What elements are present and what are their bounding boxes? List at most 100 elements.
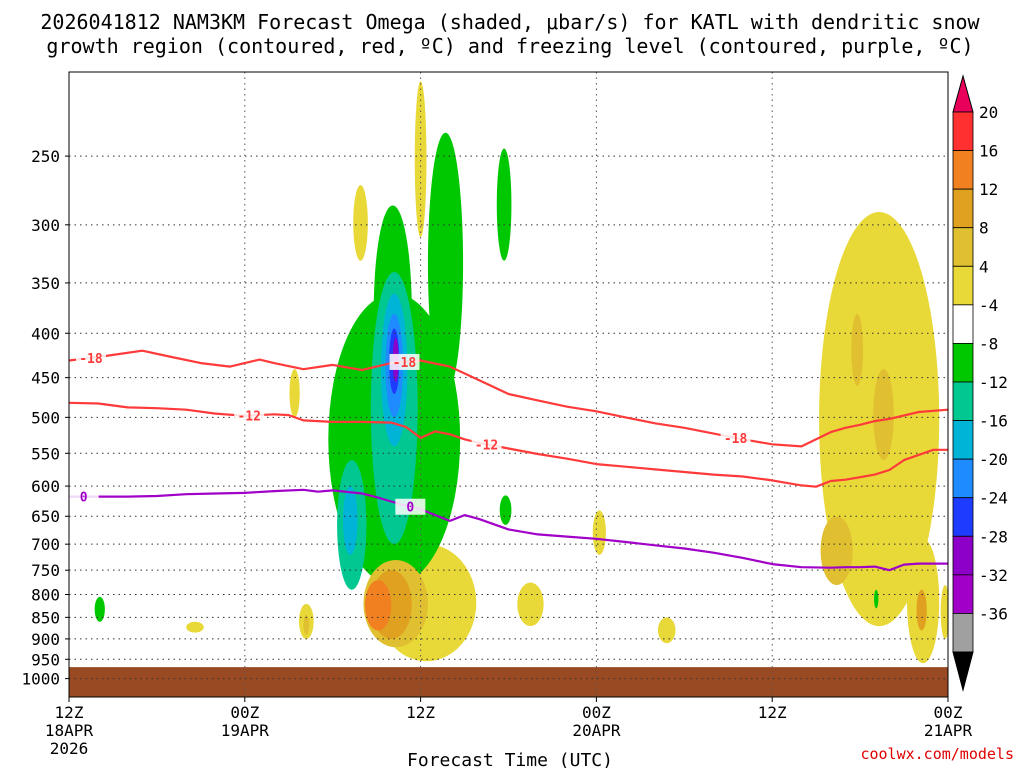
surface-layer: [69, 667, 948, 697]
colorbar-over-arrow: [952, 74, 974, 113]
contour-label-minus-12C-0: -12: [237, 410, 260, 425]
colorbar-label-20: 20: [979, 103, 998, 122]
y-tick-label-300: 300: [31, 216, 60, 235]
omega-area-yellow-day2-a: [517, 582, 544, 627]
colorbar-swatch--28: [952, 535, 974, 576]
y-tick-label-1000: 1000: [21, 670, 60, 689]
colorbar-label-8: 8: [979, 219, 989, 238]
contour-label-bg-freezing-level-0C-0: [69, 488, 99, 505]
gridlines: [69, 72, 948, 697]
credit-link[interactable]: coolwx.com/models: [860, 745, 1014, 763]
colorbar-swatch-12: [952, 188, 974, 229]
omega-area-green-spot-right: [874, 589, 879, 609]
x-tick-label-0-3: 2026: [50, 739, 89, 758]
omega-area-orange-evening-2: [303, 615, 310, 635]
contour-label-minus-12C-1: -12: [475, 438, 498, 453]
contour-label-bg-minus-18C-0: [75, 349, 106, 366]
y-tick-label-650: 650: [31, 507, 60, 526]
colorbar-swatch--12: [952, 381, 974, 421]
y-tick-label-800: 800: [31, 586, 60, 605]
x-tick-label-48-1: 12Z: [758, 703, 787, 722]
colorbar-label--4: -4: [979, 296, 998, 315]
contour-label-bg-minus-12C-0: [234, 407, 265, 424]
y-tick-label-750: 750: [31, 561, 60, 580]
x-tick-label-36-2: 20APR: [572, 721, 621, 740]
contour-label-minus-18C-2: -18: [724, 432, 748, 447]
omega-area-orange-right-low: [916, 589, 927, 631]
omega-area-green-upper-east: [427, 132, 464, 395]
contour-label-bg-minus-18C-2: [720, 429, 751, 446]
colorbar-swatch--36: [952, 613, 974, 653]
colorbar: 20 16 12 8 4 -4 -8 -12 -16 -20 -24 -28 -32 -36: [952, 74, 1008, 692]
contour-label-minus-18C-1: -18: [393, 356, 417, 371]
x-tick-label-36-1: 00Z: [582, 703, 611, 722]
colorbar-under-arrow: [952, 651, 974, 692]
y-tick-label-550: 550: [31, 444, 60, 463]
contour-label-freezing-level-0C-1: 0: [406, 501, 414, 516]
colorbar-swatch--20: [952, 458, 974, 499]
contour-minus-12C: [69, 401, 948, 488]
chart-title-line-2: growth region (contoured, red, ºC) and f…: [46, 34, 973, 58]
omega-area-yellow-upper-b: [353, 185, 368, 261]
colorbar-label--20: -20: [979, 450, 1008, 469]
y-tick-label-600: 600: [31, 477, 60, 496]
omega-area-gold-right-mid: [873, 369, 894, 461]
colorbar-label--16: -16: [979, 412, 1008, 431]
colorbar-label--28: -28: [979, 527, 1008, 546]
omega-area-yellow-right-edge: [940, 584, 948, 639]
omega-area-green-spot-mid: [499, 495, 512, 525]
contours: -18 -18 -18 -12 -12 0 0: [69, 349, 948, 572]
colorbar-label--32: -32: [979, 566, 1008, 585]
colorbar-swatch--4: [952, 304, 974, 344]
y-tick-label-450: 450: [31, 369, 60, 388]
omega-area-gold-right-upper: [851, 313, 864, 386]
y-tick-label-900: 900: [31, 630, 60, 649]
y-tick-label-350: 350: [31, 274, 60, 293]
colorbar-label--8: -8: [979, 334, 998, 353]
x-tick-label-0-2: 18APR: [45, 721, 94, 740]
omega-area-green-spot-left: [94, 596, 105, 622]
omega-area-yellow-day2-c: [657, 617, 676, 644]
x-tick-label-0-1: 12Z: [55, 703, 84, 722]
plot-area: -18 -18 -18 -12 -12 0 0: [69, 72, 948, 697]
omega-area-cyan-lower: [342, 486, 358, 555]
colorbar-swatch-20: [952, 111, 974, 151]
omega-area-yellow-upper-a: [414, 81, 427, 238]
colorbar-swatch--16: [952, 420, 974, 460]
colorbar-label-12: 12: [979, 180, 998, 199]
contour-freezing-level-0C: [69, 488, 948, 572]
contour-label-bg-freezing-level-0C-1: [395, 498, 426, 515]
colorbar-swatch-4: [952, 265, 974, 306]
omega-area-yellow-evening-1: [289, 369, 300, 418]
contour-minus-18C: [69, 349, 948, 448]
surface-ground: [69, 667, 948, 697]
y-tick-label-700: 700: [31, 535, 60, 554]
omega-area-red-low-level: [364, 580, 392, 631]
x-tick-label-12-1: 00Z: [230, 703, 259, 722]
colorbar-label--12: -12: [979, 373, 1008, 392]
chart-title-line-1: 2026041812 NAM3KM Forecast Omega (shaded…: [40, 10, 980, 34]
x-tick-label-12-2: 19APR: [221, 721, 270, 740]
x-tick-label-24-1: 12Z: [406, 703, 435, 722]
contour-label-bg-minus-18C-1: [389, 353, 420, 370]
omega-area-gold-right-lower: [820, 516, 853, 585]
contour-label-bg-minus-12C-1: [471, 436, 502, 453]
contour-label-freezing-level-0C-0: 0: [80, 491, 88, 506]
y-tick-label-400: 400: [31, 324, 60, 343]
colorbar-swatch--32: [952, 574, 974, 614]
colorbar-label--24: -24: [979, 489, 1008, 508]
omega-shading: [94, 81, 948, 664]
colorbar-swatch--24: [952, 497, 974, 537]
colorbar-swatch-8: [952, 227, 974, 267]
omega-area-green-jet-streak: [496, 148, 512, 261]
pressure-axis: 250 300 350 400 450 500 550 600 650 700 750 800 850 9…: [21, 147, 69, 689]
y-tick-label-500: 500: [31, 408, 60, 427]
plot-frame: [68, 71, 949, 698]
colorbar-label-16: 16: [979, 142, 998, 161]
y-tick-label-950: 950: [31, 650, 60, 669]
y-tick-label-250: 250: [31, 147, 60, 166]
colorbar-swatch-16: [952, 150, 974, 190]
x-tick-label-60-1: 00Z: [934, 703, 963, 722]
